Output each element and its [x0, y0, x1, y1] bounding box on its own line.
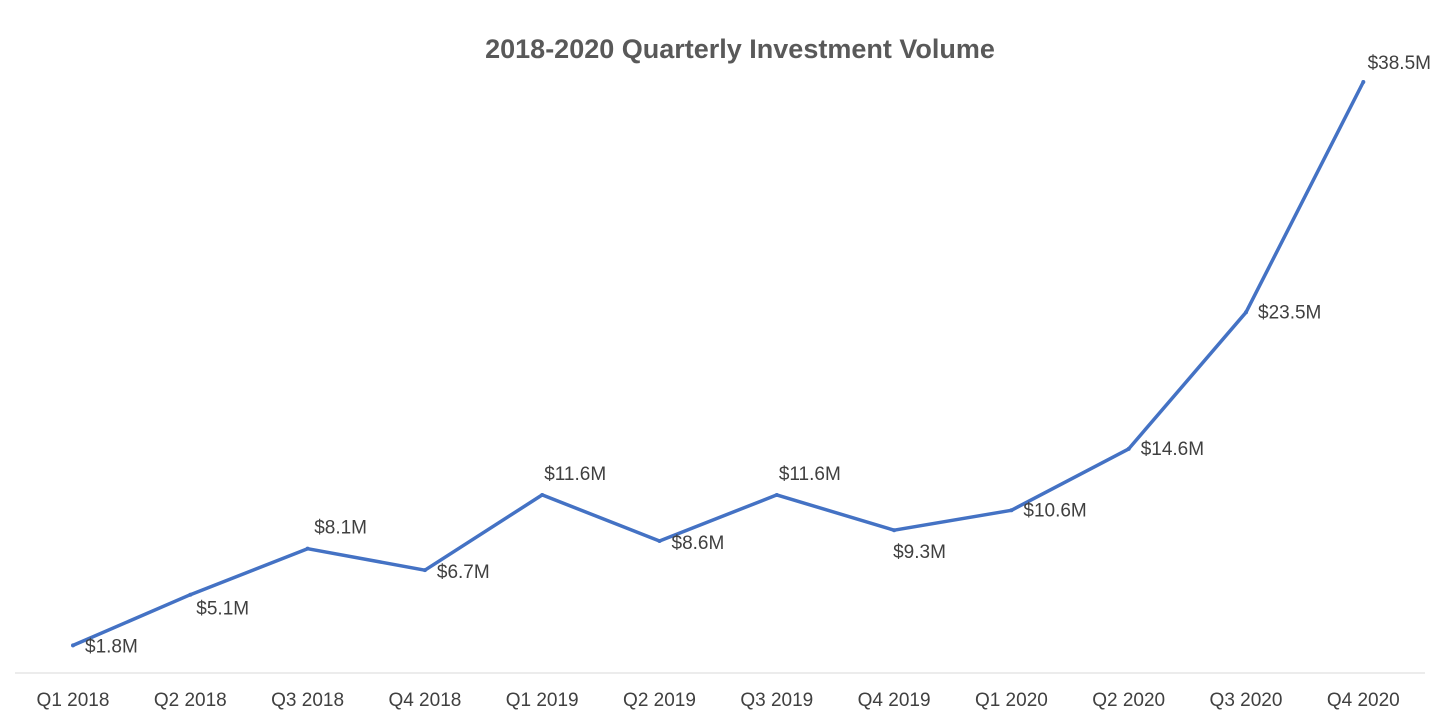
data-point	[1126, 446, 1131, 451]
chart-title: 2018-2020 Quarterly Investment Volume	[485, 34, 995, 64]
x-tick-label: Q1 2019	[506, 690, 579, 711]
data-label: $11.6M	[779, 464, 841, 485]
series-1	[71, 80, 1366, 648]
x-tick-label: Q3 2020	[1210, 690, 1283, 711]
x-tick-label: Q1 2018	[37, 690, 110, 711]
x-tick-label: Q2 2018	[154, 690, 227, 711]
x-tick-label: Q4 2019	[858, 690, 931, 711]
data-label: $1.8M	[85, 636, 138, 657]
x-tick-label: Q1 2020	[975, 690, 1048, 711]
x-tick-label: Q2 2020	[1092, 690, 1165, 711]
data-label: $38.5M	[1368, 53, 1431, 74]
x-tick-label: Q4 2020	[1327, 690, 1400, 711]
data-point	[1009, 508, 1014, 513]
data-label: $14.6M	[1141, 439, 1204, 460]
data-point	[188, 592, 193, 597]
data-label: $10.6M	[1023, 500, 1086, 521]
data-point	[540, 492, 545, 497]
data-point	[774, 492, 779, 497]
data-label: $23.5M	[1258, 302, 1321, 323]
data-point	[1244, 310, 1248, 315]
data-point	[892, 528, 897, 533]
x-axis-tick-labels: Q1 2018 Q2 2018 Q3 2018 Q4 2018 Q1 2019 Q2 20…	[37, 690, 1400, 711]
data-label: $8.1M	[314, 518, 367, 539]
data-point	[71, 643, 75, 648]
x-tick-label: Q4 2018	[388, 690, 461, 711]
data-labels: $1.8M $5.1M $8.1M $6.7M $11.6M $8.6M $11.6M $9.…	[85, 53, 1431, 657]
x-tick-label: Q3 2018	[271, 690, 344, 711]
data-point	[305, 546, 310, 551]
data-label: $8.6M	[672, 533, 725, 554]
data-label: $11.6M	[544, 464, 606, 485]
x-tick-label: Q2 2019	[623, 690, 696, 711]
data-point	[422, 568, 427, 573]
data-label: $9.3M	[893, 542, 946, 563]
data-point	[657, 538, 662, 543]
data-label: $6.7M	[437, 562, 490, 583]
series-line	[71, 80, 1366, 648]
x-tick-label: Q3 2019	[740, 690, 813, 711]
data-point	[1361, 80, 1366, 85]
data-label: $5.1M	[196, 599, 249, 620]
